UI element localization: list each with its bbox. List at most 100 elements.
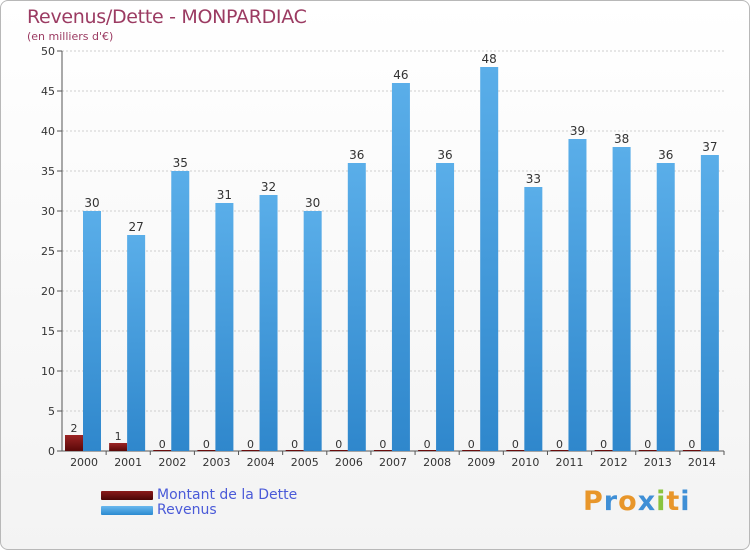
bar-debt-2013 xyxy=(638,450,657,451)
logo-letter: x xyxy=(637,486,657,517)
y-tick-label: 30 xyxy=(41,205,55,218)
bar-revenue-2005 xyxy=(303,211,322,451)
x-tick-label-2001: 2001 xyxy=(114,456,142,469)
x-tick-label-2012: 2012 xyxy=(600,456,628,469)
bar-debt-2012 xyxy=(594,450,613,451)
data-label-revenue-2013: 36 xyxy=(658,148,673,162)
bar-debt-2003 xyxy=(197,450,216,451)
bar-debt-2000 xyxy=(65,435,83,451)
chart-subtitle: (en milliers d'€) xyxy=(27,30,114,43)
x-tick-label-2010: 2010 xyxy=(511,456,539,469)
x-tick-label-2000: 2000 xyxy=(70,456,98,469)
legend-label-revenue: Revenus xyxy=(157,502,217,518)
bar-debt-2002 xyxy=(153,450,172,451)
bar-debt-2010 xyxy=(506,450,525,451)
data-label-debt-2008: 0 xyxy=(424,438,431,451)
bar-debt-2004 xyxy=(241,450,260,451)
logo-letter: i xyxy=(656,486,667,517)
data-label-revenue-2008: 36 xyxy=(437,148,452,162)
data-label-debt-2003: 0 xyxy=(203,438,210,451)
proxiti-logo[interactable]: Proxiti xyxy=(583,486,691,517)
data-label-revenue-2011: 39 xyxy=(570,124,585,138)
bar-revenue-2011 xyxy=(568,139,587,451)
bar-revenue-2014 xyxy=(700,155,719,451)
x-tick-label-2014: 2014 xyxy=(688,456,716,469)
x-tick-label-2008: 2008 xyxy=(423,456,451,469)
data-label-revenue-2009: 48 xyxy=(482,52,497,66)
data-label-revenue-2006: 36 xyxy=(349,148,364,162)
data-label-revenue-2012: 38 xyxy=(614,132,629,146)
x-tick-label-2013: 2013 xyxy=(644,456,672,469)
bar-debt-2007 xyxy=(373,450,392,451)
bar-debt-2009 xyxy=(462,450,481,451)
y-tick-label: 25 xyxy=(41,245,55,258)
bar-revenue-2008 xyxy=(436,163,455,451)
data-label-revenue-2003: 31 xyxy=(217,188,232,202)
logo-letter: t xyxy=(666,486,681,517)
y-tick-label: 50 xyxy=(41,45,55,58)
x-tick-label-2011: 2011 xyxy=(556,456,584,469)
bar-revenue-2003 xyxy=(215,203,234,451)
logo-letter: r xyxy=(603,486,619,517)
y-tick-label: 35 xyxy=(41,165,55,178)
bar-debt-2005 xyxy=(285,450,304,451)
bar-debt-2001 xyxy=(109,443,128,451)
y-tick-label: 5 xyxy=(48,405,55,418)
data-label-debt-2009: 0 xyxy=(468,438,475,451)
data-label-debt-2013: 0 xyxy=(644,438,651,451)
bar-revenue-2006 xyxy=(347,163,366,451)
bar-revenue-2001 xyxy=(127,235,146,451)
legend-swatch-revenue xyxy=(101,506,153,515)
data-label-debt-2000: 2 xyxy=(71,422,78,435)
logo-letter: i xyxy=(680,486,691,517)
data-label-revenue-2002: 35 xyxy=(173,156,188,170)
bar-revenue-2010 xyxy=(524,187,543,451)
data-label-debt-2005: 0 xyxy=(291,438,298,451)
data-label-debt-2012: 0 xyxy=(600,438,607,451)
x-tick-label-2004: 2004 xyxy=(247,456,275,469)
bar-chart: 0 5 10 15 20 25 30 35 40 45 50 2 30 2000 1 27 2001 0 35 200… xyxy=(41,45,725,469)
x-tick-label-2002: 2002 xyxy=(158,456,186,469)
data-label-revenue-2004: 32 xyxy=(261,180,276,194)
chart-title: Revenus/Dette - MONPARDIAC xyxy=(27,6,307,28)
bar-debt-2006 xyxy=(329,450,348,451)
y-tick-label: 0 xyxy=(48,445,55,458)
data-label-debt-2007: 0 xyxy=(379,438,386,451)
data-label-debt-2014: 0 xyxy=(688,438,695,451)
bar-revenue-2002 xyxy=(171,171,190,451)
legend-swatch-debt xyxy=(101,491,153,500)
x-tick-label-2003: 2003 xyxy=(202,456,230,469)
bar-revenue-2012 xyxy=(612,147,631,451)
data-label-revenue-2001: 27 xyxy=(128,220,143,234)
logo-letter: o xyxy=(618,486,638,517)
data-label-revenue-2014: 37 xyxy=(702,140,717,154)
data-label-revenue-2005: 30 xyxy=(305,196,320,210)
y-tick-label: 20 xyxy=(41,285,55,298)
bar-debt-2014 xyxy=(682,450,701,451)
bar-revenue-2007 xyxy=(391,83,410,451)
bar-revenue-2013 xyxy=(656,163,675,451)
x-tick-label-2009: 2009 xyxy=(467,456,495,469)
y-tick-label: 45 xyxy=(41,85,55,98)
data-label-debt-2004: 0 xyxy=(247,438,254,451)
data-label-debt-2010: 0 xyxy=(512,438,519,451)
data-label-debt-2006: 0 xyxy=(335,438,342,451)
data-label-debt-2011: 0 xyxy=(556,438,563,451)
bar-revenue-2009 xyxy=(480,67,499,451)
data-label-revenue-2007: 46 xyxy=(393,68,408,82)
bar-revenue-2000 xyxy=(83,211,101,451)
legend-label-debt: Montant de la Dette xyxy=(157,487,298,503)
x-tick-label-2005: 2005 xyxy=(291,456,319,469)
y-tick-label: 40 xyxy=(41,125,55,138)
logo-letter: P xyxy=(583,486,604,517)
x-tick-label-2006: 2006 xyxy=(335,456,363,469)
bar-revenue-2004 xyxy=(259,195,278,451)
data-label-debt-2002: 0 xyxy=(159,438,166,451)
bar-debt-2008 xyxy=(418,450,437,451)
data-label-revenue-2010: 33 xyxy=(526,172,541,186)
x-tick-label-2007: 2007 xyxy=(379,456,407,469)
data-label-revenue-2000: 30 xyxy=(84,196,99,210)
y-tick-label: 10 xyxy=(41,365,55,378)
data-label-debt-2001: 1 xyxy=(115,430,122,443)
